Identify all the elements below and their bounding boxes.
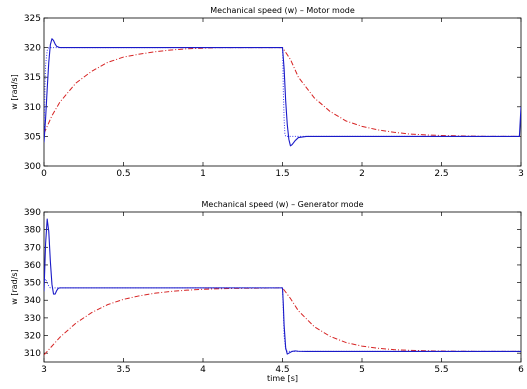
y-axis-label: w [rad/s] xyxy=(10,74,19,109)
y-tick-label: 305 xyxy=(24,132,41,142)
chart-title: Mechanical speed (w) – Motor mode xyxy=(210,6,355,15)
y-tick-label: 325 xyxy=(24,14,41,24)
y-tick-label: 350 xyxy=(24,279,41,289)
series-line-dashdot xyxy=(44,287,521,356)
series-group xyxy=(44,218,521,356)
y-axis-label: w [rad/s] xyxy=(10,269,19,304)
chart-panel-2: 3 3.5 4 4.5 5 5.5 6 310 320 330 340 350 360 370 380 390… xyxy=(10,200,524,383)
y-tick-label: 300 xyxy=(24,162,41,172)
x-tick-label: 2.5 xyxy=(434,169,448,179)
y-tick-label: 360 xyxy=(24,261,41,271)
y-tick-label: 330 xyxy=(24,314,41,324)
x-tick-label: 2 xyxy=(359,169,365,179)
plot-frame xyxy=(43,211,522,363)
x-tick-label: 4 xyxy=(200,365,206,375)
x-tick-label: 0.5 xyxy=(116,169,130,179)
y-tick-label: 380 xyxy=(24,226,41,236)
y-tick-label: 340 xyxy=(24,296,41,306)
y-tick-label: 320 xyxy=(24,332,41,342)
x-tick-label: 3 xyxy=(41,365,47,375)
series-line-dotted xyxy=(44,47,521,137)
x-tick-label: 3.5 xyxy=(116,365,130,375)
series-line-solid xyxy=(44,38,521,147)
x-tick-label: 1 xyxy=(200,169,206,179)
x-tick-label: 6 xyxy=(518,365,524,375)
x-tick-label: 5.5 xyxy=(434,365,448,375)
chart-title: Mechanical speed (w) – Generator mode xyxy=(202,200,364,209)
x-tick-label: 4.5 xyxy=(275,365,289,375)
series-line-solid xyxy=(44,218,521,355)
x-tick-label: 5 xyxy=(359,365,365,375)
y-tick-label: 310 xyxy=(24,349,41,359)
chart-panel-1: 0 0.5 1 1.5 2 2.5 3 300 305 310 315 320 325 Mechanica… xyxy=(10,6,524,179)
x-axis-label: time [s] xyxy=(267,374,298,383)
x-tick-label: 3 xyxy=(518,169,524,179)
y-tick-label: 370 xyxy=(24,243,41,253)
x-tick-label: 0 xyxy=(41,169,47,179)
x-tick-label: 1.5 xyxy=(275,169,289,179)
y-tick-label: 315 xyxy=(24,73,41,83)
series-group xyxy=(44,38,521,147)
y-tick-label: 390 xyxy=(24,208,41,218)
plot-frame xyxy=(43,17,522,167)
y-tick-label: 320 xyxy=(24,44,41,54)
y-tick-label: 310 xyxy=(24,103,41,113)
